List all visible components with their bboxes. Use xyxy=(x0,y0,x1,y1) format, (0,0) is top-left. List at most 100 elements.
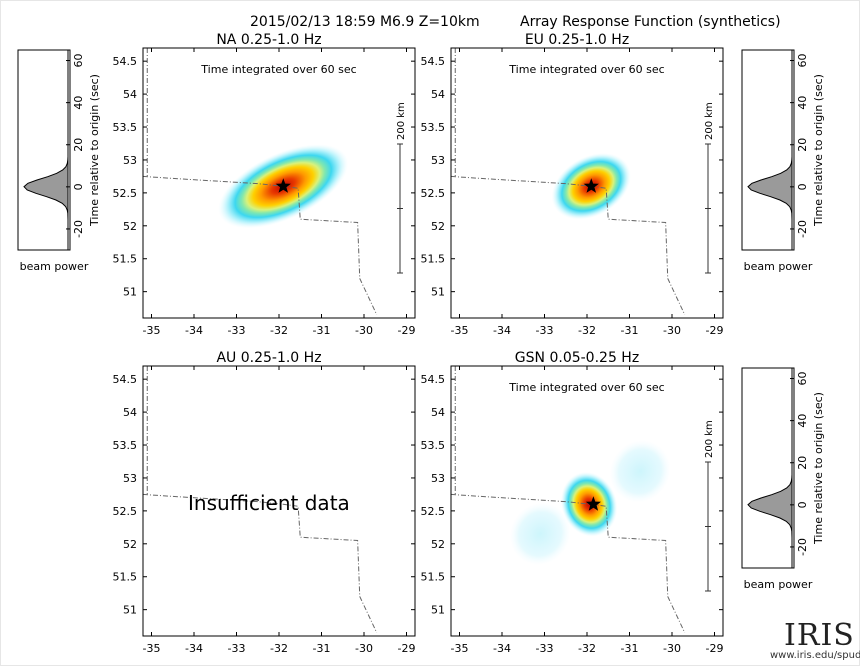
y-tick-label: 51 xyxy=(431,604,445,617)
beam-power-curve xyxy=(23,50,69,250)
y-tick-label: 51.5 xyxy=(421,253,446,266)
x-tick-label: -34 xyxy=(493,324,511,337)
x-tick-label: -31 xyxy=(313,324,331,337)
x-tick-label: -33 xyxy=(228,324,246,337)
map-content xyxy=(451,366,686,633)
map-panel: NA 0.25-1.0 Hz Time integrated over 60 se… xyxy=(113,32,416,337)
time-axis-label: Time relative to origin (sec) xyxy=(88,74,101,227)
x-tick-label: -31 xyxy=(621,642,639,655)
y-tick-label: 54 xyxy=(431,406,445,419)
scale-bar-label: 200 km xyxy=(704,102,715,140)
beam-power-frame xyxy=(17,49,71,251)
panel-title: EU 0.25-1.0 Hz xyxy=(525,32,629,48)
beam-power-label: beam power xyxy=(744,578,813,591)
y-tick-label: 52.5 xyxy=(113,187,138,200)
x-tick-label: -34 xyxy=(493,642,511,655)
x-tick-label: -34 xyxy=(185,642,203,655)
time-tick-label: 40 xyxy=(796,414,809,428)
beam-power-curve xyxy=(747,368,793,568)
y-tick-label: 53.5 xyxy=(113,439,138,452)
border-line xyxy=(451,175,686,315)
y-tick-label: 51.5 xyxy=(421,571,446,584)
x-tick-label: -31 xyxy=(621,324,639,337)
time-axis-label: Time relative to origin (sec) xyxy=(812,74,825,227)
time-tick-label: 0 xyxy=(72,183,85,190)
no-data-message: Insufficient data xyxy=(188,491,350,515)
time-tick-label: 40 xyxy=(72,96,85,110)
x-tick-label: -29 xyxy=(398,324,416,337)
time-tick-label: 0 xyxy=(796,183,809,190)
time-tick-label: -20 xyxy=(796,220,809,238)
x-tick-label: -32 xyxy=(578,642,596,655)
time-tick-label: -20 xyxy=(796,538,809,556)
beam-power-label: beam power xyxy=(744,260,813,273)
y-tick-label: 51.5 xyxy=(113,253,138,266)
scale-bar-label: 200 km xyxy=(396,102,407,140)
y-tick-label: 54 xyxy=(123,88,137,101)
epicenter-star xyxy=(275,178,291,193)
time-axis-label: Time relative to origin (sec) xyxy=(812,392,825,545)
brand-logo: IRIS xyxy=(784,618,855,653)
x-tick-label: -32 xyxy=(270,324,288,337)
y-tick-label: 51 xyxy=(431,286,445,299)
y-tick-label: 53.5 xyxy=(421,121,446,134)
x-tick-label: -32 xyxy=(270,642,288,655)
y-tick-label: 53 xyxy=(431,472,445,485)
time-tick-label: 40 xyxy=(796,96,809,110)
time-tick-label: 60 xyxy=(796,54,809,68)
side-lobe xyxy=(609,440,671,503)
epicenter-star xyxy=(583,178,599,193)
y-tick-label: 54.5 xyxy=(113,55,138,68)
x-tick-label: -29 xyxy=(706,642,724,655)
x-tick-label: -33 xyxy=(536,642,554,655)
time-tick-label: 60 xyxy=(72,54,85,68)
x-tick-label: -35 xyxy=(451,324,469,337)
y-tick-label: 51 xyxy=(123,286,137,299)
beam-power-frame xyxy=(741,49,795,251)
time-tick-label: 60 xyxy=(796,372,809,386)
y-tick-label: 52 xyxy=(431,538,445,551)
x-tick-label: -30 xyxy=(355,642,373,655)
x-tick-label: -35 xyxy=(451,642,469,655)
x-tick-label: -29 xyxy=(706,324,724,337)
y-tick-label: 52 xyxy=(431,220,445,233)
beam-power-frame xyxy=(741,367,795,569)
epicenter-star xyxy=(585,496,601,511)
y-tick-label: 54.5 xyxy=(421,55,446,68)
border-line xyxy=(143,493,378,633)
y-tick-label: 53.5 xyxy=(113,121,138,134)
time-tick-label: 0 xyxy=(796,501,809,508)
map-content xyxy=(143,366,378,633)
y-tick-label: 52 xyxy=(123,538,137,551)
y-tick-label: 53 xyxy=(431,154,445,167)
side-lobe xyxy=(509,502,571,566)
x-tick-label: -31 xyxy=(313,642,331,655)
y-tick-label: 51 xyxy=(123,604,137,617)
y-tick-label: 52.5 xyxy=(421,187,446,200)
scale-bar-label: 200 km xyxy=(704,420,715,458)
y-tick-label: 53.5 xyxy=(421,439,446,452)
y-tick-label: 52.5 xyxy=(421,505,446,518)
x-tick-label: -34 xyxy=(185,324,203,337)
x-tick-label: -30 xyxy=(355,324,373,337)
y-tick-label: 54 xyxy=(123,406,137,419)
panel-subtitle: Time integrated over 60 sec xyxy=(508,381,664,394)
x-tick-label: -33 xyxy=(228,642,246,655)
y-tick-label: 54 xyxy=(431,88,445,101)
x-tick-label: -35 xyxy=(143,324,161,337)
y-tick-label: 52.5 xyxy=(113,505,138,518)
figure-title: Array Response Function (synthetics) xyxy=(520,14,781,30)
time-tick-label: 20 xyxy=(72,138,85,152)
y-tick-label: 52 xyxy=(123,220,137,233)
x-tick-label: -30 xyxy=(663,324,681,337)
map-content xyxy=(143,48,378,315)
brand-url: www.iris.edu/spud xyxy=(770,650,860,661)
panel-title: NA 0.25-1.0 Hz xyxy=(216,32,321,48)
map-panel: EU 0.25-1.0 Hz Time integrated over 60 se… xyxy=(421,32,724,337)
x-tick-label: -33 xyxy=(536,324,554,337)
panel-title: GSN 0.05-0.25 Hz xyxy=(515,350,639,366)
